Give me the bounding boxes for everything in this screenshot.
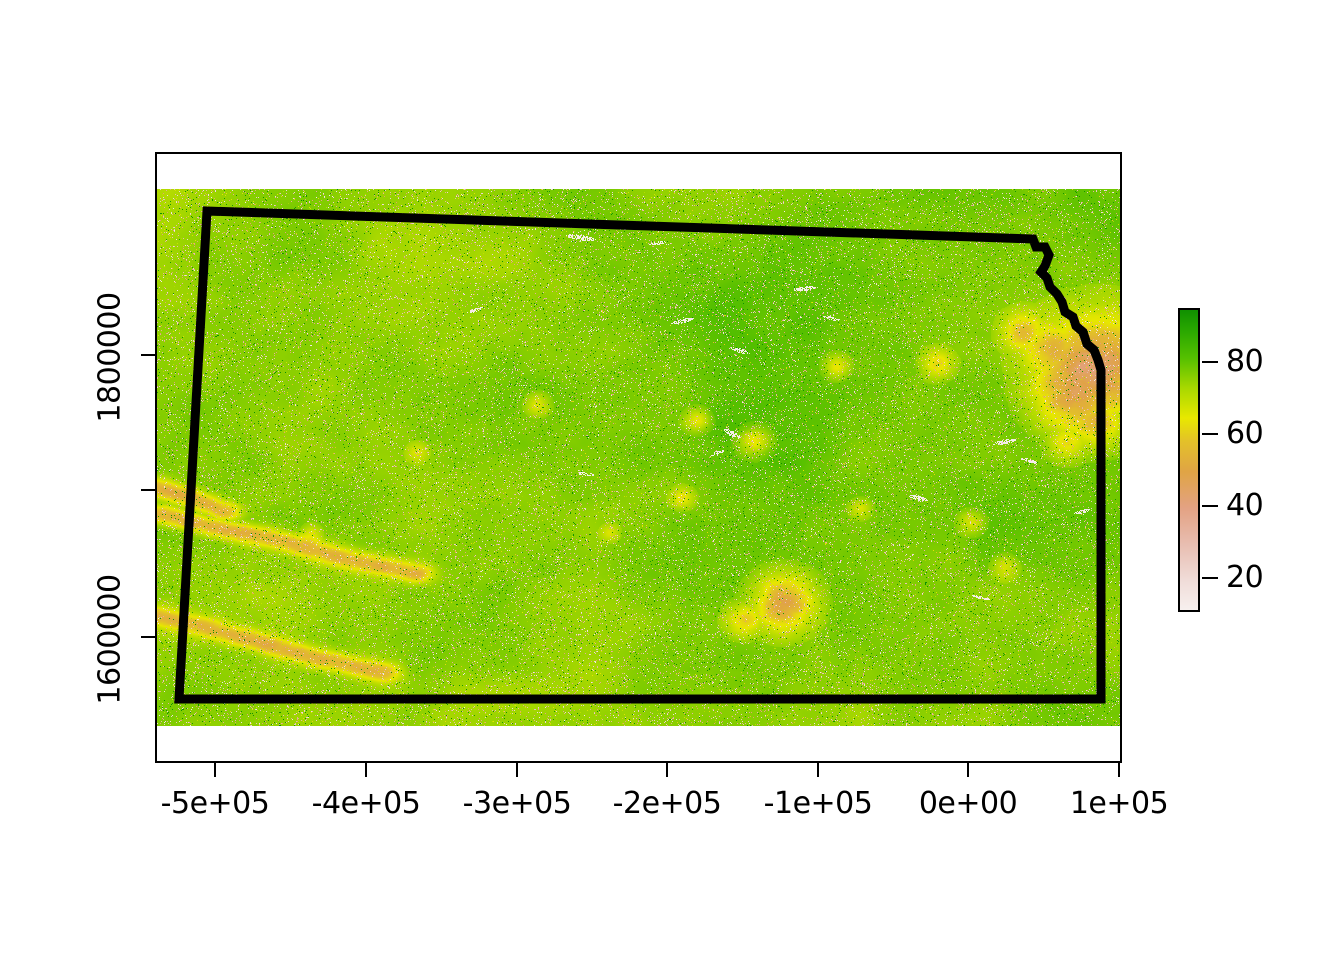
raster-layer — [157, 189, 1120, 726]
x-axis-tick — [967, 763, 969, 777]
map-plot-panel — [155, 152, 1122, 763]
colorbar-gradient — [1180, 310, 1198, 610]
x-axis-label: 1e+05 — [1069, 786, 1169, 821]
y-axis-tick — [141, 489, 155, 491]
x-axis-label: -5e+05 — [160, 786, 270, 821]
colorbar-label: 40 — [1226, 488, 1264, 523]
x-axis-tick — [516, 763, 518, 777]
y-axis-tick — [141, 636, 155, 638]
y-axis-tick — [141, 354, 155, 356]
colorbar — [1178, 308, 1200, 612]
colorbar-tick — [1202, 361, 1218, 363]
colorbar-label: 80 — [1226, 344, 1264, 379]
raster-image — [157, 189, 1120, 726]
x-axis-label: 0e+00 — [918, 786, 1018, 821]
x-axis-tick — [1118, 763, 1120, 777]
y-axis-label: 1600000 — [92, 574, 128, 705]
colorbar-tick — [1202, 433, 1218, 435]
x-axis-label: -1e+05 — [763, 786, 873, 821]
x-axis-tick — [214, 763, 216, 777]
colorbar-tick — [1202, 577, 1218, 579]
x-axis-label: -2e+05 — [612, 786, 722, 821]
x-axis-tick — [365, 763, 367, 777]
colorbar-tick — [1202, 505, 1218, 507]
x-axis-tick — [817, 763, 819, 777]
colorbar-label: 20 — [1226, 560, 1264, 595]
x-axis-tick — [666, 763, 668, 777]
colorbar-label: 60 — [1226, 416, 1264, 451]
x-axis-label: -3e+05 — [462, 786, 572, 821]
x-axis-label: -4e+05 — [311, 786, 421, 821]
y-axis-label: 1800000 — [92, 292, 128, 423]
